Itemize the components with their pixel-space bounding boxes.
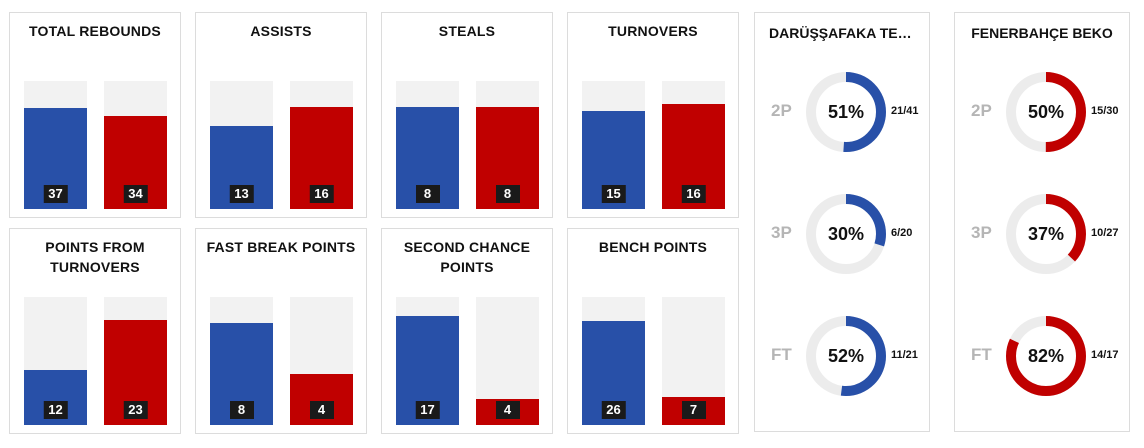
stat-card: FAST BREAK POINTS 8 4 (195, 228, 367, 434)
away-shooting-card: FENERBAHÇE BEKO 2P 50% 15/30 3P 37% 10/27 FT 82%… (954, 12, 1130, 432)
donut-arc (1006, 194, 1086, 274)
shot-type-label: FT (971, 345, 992, 364)
percentage-donut (1006, 194, 1086, 274)
stat-card-title: TURNOVERS (608, 23, 698, 39)
team-name: DARÜŞŞAFAKA TEKFEN (769, 25, 929, 41)
donut-arc (806, 194, 886, 274)
percentage-value: 50% (1027, 101, 1065, 122)
stat-card: ASSISTS 13 16 (195, 12, 367, 218)
bar-value-label: 16 (681, 185, 706, 203)
percentage-donut (806, 316, 886, 396)
bar-value-label: 13 (229, 185, 254, 203)
stat-card: POINTS FROM TURNOVERS 12 23 (9, 228, 181, 434)
percentage-value: 30% (827, 223, 865, 244)
donut-arc (806, 72, 886, 152)
bar-track: 17 (396, 297, 459, 425)
percentage-donut (806, 72, 886, 152)
bar-value-label: 16 (309, 185, 334, 203)
bar-track: 37 (24, 81, 87, 209)
shooting-row: 2P 51% 21/41 (755, 67, 929, 157)
bar-track: 23 (104, 297, 167, 425)
bar-track: 8 (396, 81, 459, 209)
bar-value-label: 4 (309, 401, 334, 419)
bar-value-label: 12 (43, 401, 68, 419)
made-attempted: 6/20 (891, 227, 913, 239)
bar-track: 7 (662, 297, 725, 425)
shooting-row: 3P 37% 10/27 (955, 189, 1129, 279)
stat-card: BENCH POINTS 26 7 (567, 228, 739, 434)
bar-track: 16 (662, 81, 725, 209)
bar-track: 26 (582, 297, 645, 425)
shot-type-label: 2P (971, 101, 992, 120)
stat-card-title: STEALS (438, 23, 496, 39)
stat-card-title: POINTS FROM TURNOVERS (45, 239, 145, 275)
bar-value-label: 23 (123, 401, 148, 419)
shot-type-label: 2P (771, 101, 792, 120)
stat-card-title: FAST BREAK POINTS (206, 239, 356, 255)
shot-type-label: 3P (971, 223, 992, 242)
bar-value-label: 37 (43, 185, 68, 203)
made-attempted: 14/17 (1091, 349, 1119, 361)
percentage-value: 82% (1027, 345, 1065, 366)
shot-type-label: 3P (771, 223, 792, 242)
shot-type-label: FT (771, 345, 792, 364)
stat-card: SECOND CHANCE POINTS 17 4 (381, 228, 553, 434)
donut-arc (1006, 72, 1086, 152)
percentage-value: 37% (1027, 223, 1065, 244)
percentage-donut (1006, 316, 1086, 396)
made-attempted: 11/21 (891, 349, 918, 361)
bar-track: 8 (476, 81, 539, 209)
bar-track: 15 (582, 81, 645, 209)
stat-card-title: SECOND CHANCE POINTS (403, 239, 531, 275)
bar-value-label: 34 (123, 185, 148, 203)
bar-track: 8 (210, 297, 273, 425)
shooting-row: 2P 50% 15/30 (955, 67, 1129, 157)
shooting-row: FT 52% 11/21 (755, 311, 929, 401)
bar-value-label: 8 (229, 401, 254, 419)
percentage-donut (806, 194, 886, 274)
stat-card: TURNOVERS 15 16 (567, 12, 739, 218)
bar-track: 12 (24, 297, 87, 425)
bar-track: 16 (290, 81, 353, 209)
bar-value-label: 8 (415, 185, 440, 203)
stat-card-title: BENCH POINTS (598, 239, 708, 255)
stat-card-title: TOTAL REBOUNDS (29, 23, 161, 39)
shooting-row: 3P 30% 6/20 (755, 189, 929, 279)
stat-card-title: ASSISTS (250, 23, 312, 39)
bar-track: 34 (104, 81, 167, 209)
team-name: FENERBAHÇE BEKO (971, 25, 1113, 41)
percentage-value: 51% (827, 101, 865, 122)
bar-value-label: 8 (495, 185, 520, 203)
bar-value-label: 4 (495, 401, 520, 419)
bar-track: 13 (210, 81, 273, 209)
donut-arc (1006, 316, 1086, 396)
stat-card: STEALS 8 8 (381, 12, 553, 218)
home-shooting-card: DARÜŞŞAFAKA TEKFEN 2P 51% 21/41 3P 30% 6/20 FT 5… (754, 12, 930, 432)
percentage-value: 52% (827, 345, 865, 366)
shooting-row: FT 82% 14/17 (955, 311, 1129, 401)
bar-value-label: 17 (415, 401, 440, 419)
bar-track: 4 (290, 297, 353, 425)
made-attempted: 15/30 (1091, 105, 1119, 117)
bar-value-label: 26 (601, 401, 626, 419)
bar-value-label: 7 (681, 401, 706, 419)
bar-track: 4 (476, 297, 539, 425)
bar-value-label: 15 (601, 185, 626, 203)
made-attempted: 21/41 (891, 105, 919, 117)
stat-card: TOTAL REBOUNDS 37 34 (9, 12, 181, 218)
donut-arc (806, 316, 886, 396)
made-attempted: 10/27 (1091, 227, 1119, 239)
percentage-donut (1006, 72, 1086, 152)
